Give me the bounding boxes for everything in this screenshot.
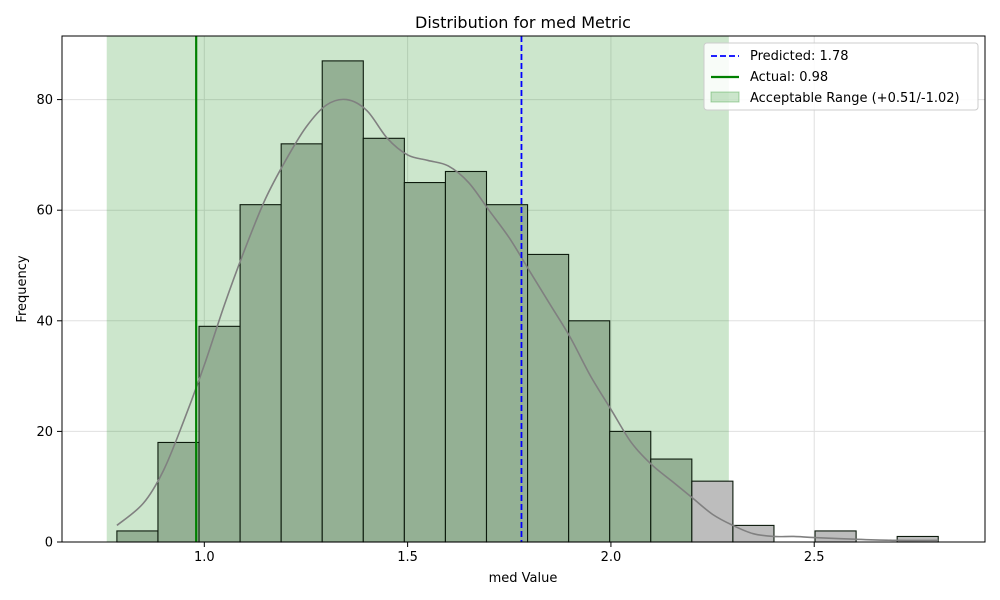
x-tick-label-3: 2.5 [804,550,825,565]
histogram-bar-11 [568,320,611,543]
legend-range-label: Acceptable Range (+0.51/-1.02) [750,91,960,106]
histogram-bar-0 [116,530,159,543]
y-tick-label-3: 60 [36,204,53,219]
histogram-bar-1 [157,441,200,543]
y-axis-label: Frequency [15,255,30,322]
histogram-bar-3 [239,204,282,543]
x-axis-label: med Value [489,571,558,586]
histogram-bar-2 [198,325,241,543]
legend-range-swatch [710,91,740,103]
histogram-bar-17 [814,530,857,543]
x-tick-label-1: 1.5 [397,550,418,565]
chart-title: Distribution for med Metric [415,13,631,32]
legend: Predicted: 1.78 Actual: 0.98 Acceptable … [703,42,979,111]
x-axis-ticks: 1.0 1.5 2.0 2.5 [194,542,825,565]
histogram-bar-6 [362,137,405,543]
y-tick-label-4: 80 [36,93,53,108]
histogram-bar-13 [650,458,693,543]
histogram-bar-10 [527,253,570,543]
histogram-bar-7 [403,181,446,543]
legend-actual-label: Actual: 0.98 [750,70,828,85]
histogram-bar-4 [280,143,323,543]
legend-box [703,42,979,111]
legend-predicted-label: Predicted: 1.78 [750,49,848,64]
x-tick-label-0: 1.0 [194,550,215,565]
histogram-bar-14 [691,480,734,543]
kde-curve [116,98,939,542]
x-tick-label-2: 2.0 [601,550,622,565]
histogram-bar-5 [321,60,364,543]
histogram-bar-8 [444,170,488,543]
histogram-bar-12 [609,430,652,543]
y-tick-label-1: 20 [36,425,53,440]
y-tick-label-0: 0 [45,536,53,551]
y-axis-ticks: 0 20 40 60 80 [36,93,62,551]
plot-frame [61,35,986,543]
y-tick-label-2: 40 [36,314,53,329]
